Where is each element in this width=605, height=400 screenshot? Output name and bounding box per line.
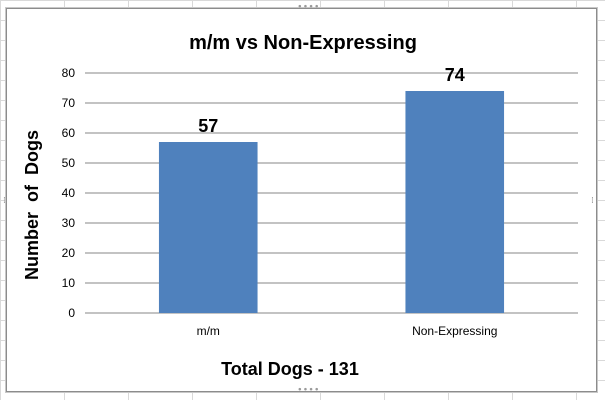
data-labels: 57 74 xyxy=(198,65,465,136)
y-axis-tick-labels: 0 10 20 30 40 50 60 70 80 xyxy=(62,66,76,320)
chart-area[interactable]: ∙∙∙∙ ∙∙∙∙ ⁞ ⁞ m/m vs Non-Expressing 0 10 2… xyxy=(3,3,597,395)
resize-handle-right[interactable]: ⁞ xyxy=(591,196,594,206)
bar-chart: m/m vs Non-Expressing 01020304050607080 … xyxy=(22,32,578,379)
x-tick-label-1: m/m xyxy=(197,324,220,338)
x-axis-tick-labels: m/m Non-Expressing xyxy=(197,324,498,338)
resize-handle-left[interactable]: ⁞ xyxy=(3,196,6,206)
x-axis-label: Total Dogs - 131 xyxy=(221,359,359,379)
data-label-1: 57 xyxy=(198,116,218,136)
y-tick-label-80: 80 xyxy=(62,66,76,80)
y-tick-label-50: 50 xyxy=(62,156,76,170)
bars xyxy=(158,91,505,313)
y-axis-label: Number of Dogs xyxy=(22,130,42,280)
bar-1 xyxy=(158,142,258,313)
chart-title: m/m vs Non-Expressing xyxy=(189,32,417,54)
y-tick-label-40: 40 xyxy=(62,186,76,200)
bar-2 xyxy=(405,91,505,313)
y-tick-label-70: 70 xyxy=(62,96,76,110)
y-tick-label-30: 30 xyxy=(62,216,76,230)
data-label-2: 74 xyxy=(445,65,465,85)
y-tick-label-20: 20 xyxy=(62,246,76,260)
y-tick-label-10: 10 xyxy=(62,276,76,290)
resize-handle-top[interactable]: ∙∙∙∙ xyxy=(297,2,320,12)
y-tick-label-0: 0 xyxy=(68,306,75,320)
resize-handle-bottom[interactable]: ∙∙∙∙ xyxy=(297,385,320,395)
x-tick-label-2: Non-Expressing xyxy=(412,324,497,338)
y-tick-label-60: 60 xyxy=(62,126,76,140)
